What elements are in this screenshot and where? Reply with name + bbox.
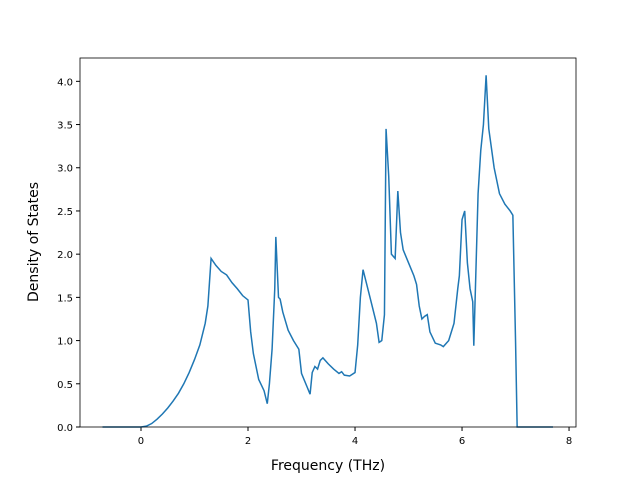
y-axis-label: Density of States — [26, 182, 42, 302]
y-tick-label: 0.5 — [57, 380, 73, 391]
y-tick-label: 1.0 — [57, 337, 73, 348]
data-line — [102, 75, 553, 428]
x-tick-label: 2 — [245, 436, 251, 447]
x-tick-label: 0 — [138, 436, 144, 447]
x-tick-label: 8 — [566, 436, 572, 447]
y-tick-label: 2.5 — [57, 207, 73, 218]
y-tick-label: 2.0 — [57, 250, 73, 261]
x-tick-label: 6 — [459, 436, 465, 447]
y-tick-label: 4.0 — [57, 77, 73, 88]
x-axis-label: Frequency (THz) — [271, 458, 385, 474]
y-tick-label: 1.5 — [57, 293, 73, 304]
y-tick-label: 3.0 — [57, 164, 73, 175]
y-tick-label: 3.5 — [57, 121, 73, 132]
x-tick-label: 4 — [352, 436, 358, 447]
plot-frame — [79, 57, 577, 428]
y-tick-label: 0.0 — [57, 423, 73, 434]
